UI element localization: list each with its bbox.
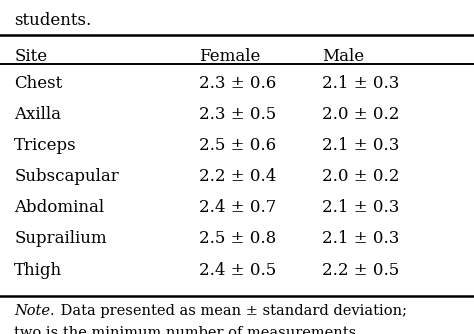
Text: Subscapular: Subscapular	[14, 168, 119, 185]
Text: Thigh: Thigh	[14, 262, 63, 279]
Text: students.: students.	[14, 12, 91, 29]
Text: 2.0 ± 0.2: 2.0 ± 0.2	[322, 168, 400, 185]
Text: Triceps: Triceps	[14, 137, 77, 154]
Text: Abdominal: Abdominal	[14, 199, 104, 216]
Text: 2.3 ± 0.6: 2.3 ± 0.6	[199, 75, 276, 92]
Text: 2.5 ± 0.8: 2.5 ± 0.8	[199, 230, 276, 247]
Text: 2.4 ± 0.5: 2.4 ± 0.5	[199, 262, 276, 279]
Text: 2.1 ± 0.3: 2.1 ± 0.3	[322, 199, 400, 216]
Text: Suprailium: Suprailium	[14, 230, 107, 247]
Text: Note.: Note.	[14, 304, 55, 318]
Text: two is the minimum number of measurements: two is the minimum number of measurement…	[14, 326, 356, 334]
Text: 2.2 ± 0.5: 2.2 ± 0.5	[322, 262, 400, 279]
Text: 2.3 ± 0.5: 2.3 ± 0.5	[199, 106, 276, 123]
Text: Site: Site	[14, 48, 47, 65]
Text: 2.1 ± 0.3: 2.1 ± 0.3	[322, 137, 400, 154]
Text: Data presented as mean ± standard deviation;: Data presented as mean ± standard deviat…	[56, 304, 407, 318]
Text: 2.1 ± 0.3: 2.1 ± 0.3	[322, 230, 400, 247]
Text: Female: Female	[199, 48, 260, 65]
Text: 2.5 ± 0.6: 2.5 ± 0.6	[199, 137, 276, 154]
Text: Chest: Chest	[14, 75, 63, 92]
Text: 2.1 ± 0.3: 2.1 ± 0.3	[322, 75, 400, 92]
Text: Male: Male	[322, 48, 365, 65]
Text: 2.0 ± 0.2: 2.0 ± 0.2	[322, 106, 400, 123]
Text: 2.4 ± 0.7: 2.4 ± 0.7	[199, 199, 276, 216]
Text: 2.2 ± 0.4: 2.2 ± 0.4	[199, 168, 276, 185]
Text: Axilla: Axilla	[14, 106, 61, 123]
